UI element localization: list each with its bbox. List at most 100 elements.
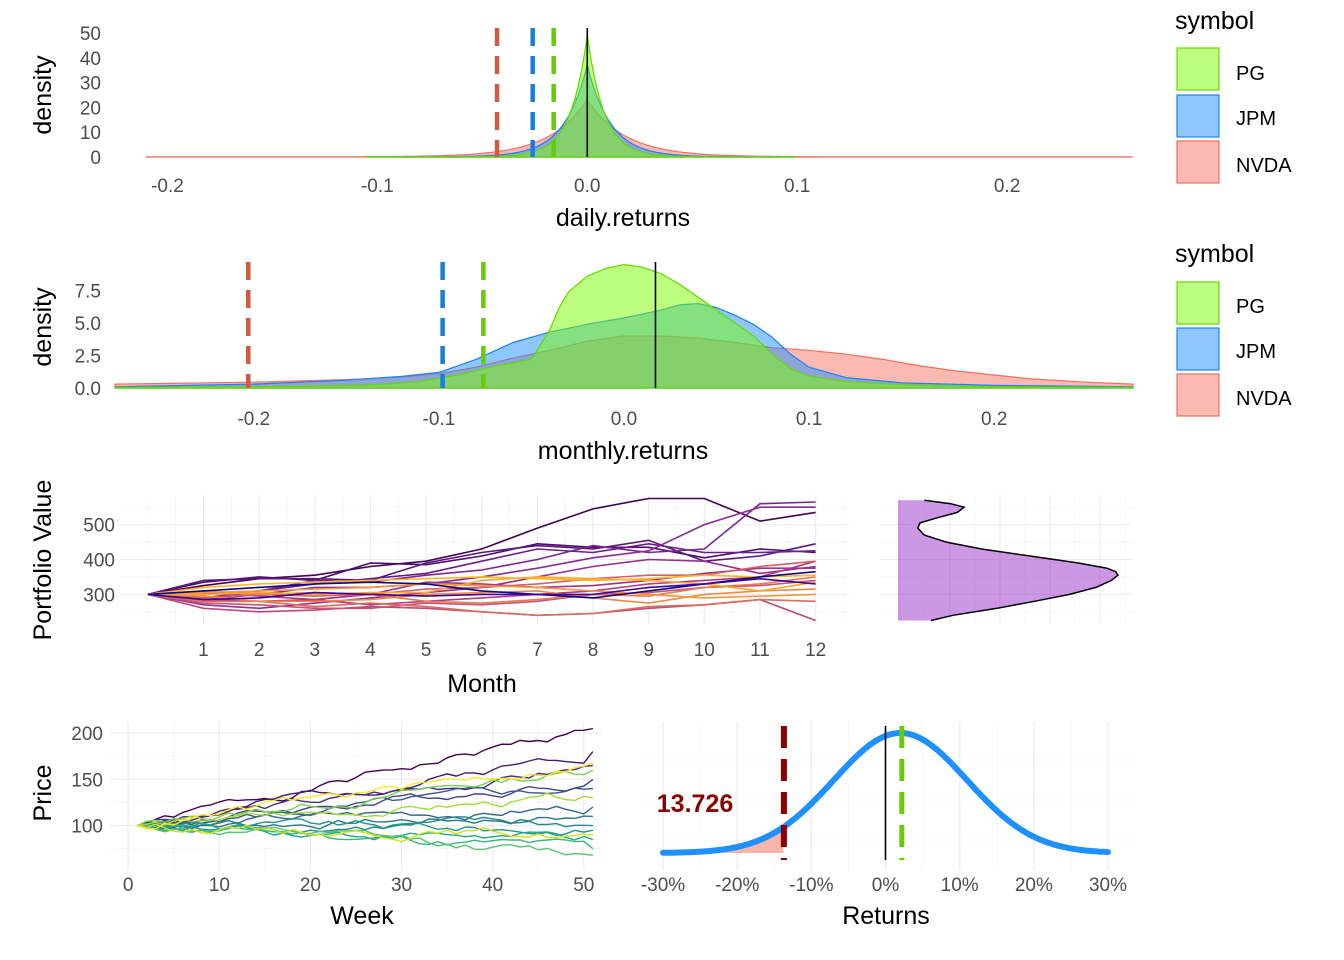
- x-tick-label: 5: [421, 640, 432, 661]
- portfolio-ylabel: Portfolio Value: [29, 480, 57, 641]
- x-tick-label: 0.0: [574, 176, 600, 197]
- x-tick-label: -30%: [641, 875, 685, 896]
- x-tick-label: 2: [254, 640, 265, 661]
- legend-label-nvda: NVDA: [1236, 388, 1292, 410]
- price-path: [137, 816, 593, 834]
- price-panel: 0 10 20 30 40 50 100 150 200 Week Price: [29, 722, 602, 930]
- legend-label-nvda: NVDA: [1236, 155, 1292, 177]
- portfolio-density-area: [898, 500, 1118, 621]
- daily-density-panel: -0.2 -0.1 0.0 0.1 0.2 0 10 20 30 40 50 daily.retur…: [29, 7, 1292, 232]
- daily-xlabel: daily.returns: [556, 204, 690, 232]
- x-tick-label: 50: [573, 875, 594, 896]
- var-annotation: 13.726: [657, 790, 733, 818]
- x-tick-label: -0.2: [151, 176, 184, 197]
- price-plot-area: 0 10 20 30 40 50 100 150 200: [71, 722, 602, 896]
- y-tick-label: 40: [80, 49, 101, 70]
- price-path: [137, 792, 594, 827]
- x-tick-label: -0.1: [361, 176, 394, 197]
- y-tick-label: 20: [80, 98, 101, 119]
- x-tick-label: 10: [209, 875, 230, 896]
- portfolio-xlabel: Month: [447, 670, 516, 698]
- legend-key-nvda: [1176, 373, 1220, 417]
- x-tick-label: 40: [482, 875, 503, 896]
- legend-title: symbol: [1175, 240, 1254, 268]
- portfolio-path: [147, 542, 816, 596]
- y-tick-label: 30: [80, 74, 101, 95]
- daily-plot-area: -0.2 -0.1 0.0 0.1 0.2 0 10 20 30 40 50: [80, 24, 1133, 197]
- x-tick-label: 0: [123, 875, 134, 896]
- x-tick-label: 4: [365, 640, 376, 661]
- x-tick-label: -0.2: [237, 409, 270, 430]
- portfolio-density-line: [916, 499, 1119, 622]
- monthly-plot-area: -0.2 -0.1 0.0 0.1 0.2 0.0 2.5 5.0 7.5: [75, 262, 1134, 430]
- y-tick-label: 7.5: [75, 282, 101, 303]
- daily-ylabel: density: [29, 55, 57, 135]
- price-path: [137, 762, 594, 830]
- y-tick-label: 5.0: [75, 314, 101, 335]
- var-tail-area: [663, 827, 784, 853]
- legend-key-nvda: [1176, 140, 1220, 184]
- portfolio-path: [147, 574, 816, 596]
- x-tick-label: 20%: [1015, 875, 1053, 896]
- legend-label-jpm: JPM: [1236, 341, 1276, 363]
- density-area-pg: [114, 264, 1134, 389]
- y-tick-label: 0.0: [75, 379, 101, 400]
- x-tick-label: 3: [309, 640, 320, 661]
- y-tick-label: 100: [71, 817, 103, 838]
- portfolio-path: [147, 576, 816, 604]
- price-path: [137, 822, 594, 841]
- x-tick-label: 10%: [941, 875, 979, 896]
- y-tick-label: 0: [90, 148, 101, 169]
- density-area-nvda: [145, 98, 1133, 158]
- x-tick-label: 8: [588, 640, 599, 661]
- legend-key-pg: [1176, 281, 1220, 325]
- x-tick-label: 11: [750, 640, 770, 661]
- daily-legend: symbol PG JPM NVDA: [1175, 7, 1292, 184]
- x-tick-label: 6: [476, 640, 487, 661]
- legend-title: symbol: [1175, 7, 1254, 35]
- price-path: [137, 823, 593, 843]
- x-tick-label: 0.0: [611, 409, 637, 430]
- x-tick-label: 9: [643, 640, 654, 661]
- x-tick-label: 1: [198, 640, 209, 661]
- density-area-pg: [366, 35, 796, 158]
- portfolio-path: [147, 577, 816, 601]
- legend-key-jpm: [1176, 94, 1220, 138]
- y-tick-label: 300: [83, 585, 115, 606]
- y-tick-label: 2.5: [75, 347, 101, 368]
- x-tick-label: -20%: [715, 875, 759, 896]
- price-path: [137, 818, 594, 837]
- portfolio-density-panel: [880, 495, 1133, 624]
- y-tick-label: 150: [71, 770, 103, 791]
- returns-xlabel: Returns: [842, 902, 930, 930]
- portfolio-path: [147, 583, 816, 599]
- x-tick-label: -0.1: [423, 409, 456, 430]
- y-tick-label: 200: [71, 724, 103, 745]
- monthly-xlabel: monthly.returns: [538, 437, 708, 465]
- portfolio-path: [147, 560, 816, 606]
- legend-label-pg: PG: [1236, 63, 1265, 85]
- x-tick-label: 7: [532, 640, 543, 661]
- legend-label-pg: PG: [1236, 296, 1265, 318]
- price-path: [137, 764, 593, 827]
- price-path: [137, 727, 594, 827]
- portfolio-path: [147, 588, 816, 604]
- monthly-legend: symbol PG JPM NVDA: [1175, 240, 1292, 417]
- y-tick-label: 50: [80, 24, 101, 45]
- monthly-density-panel: -0.2 -0.1 0.0 0.1 0.2 0.0 2.5 5.0 7.5 monthly.re…: [29, 240, 1292, 465]
- y-tick-label: 10: [80, 123, 101, 144]
- x-tick-label: -10%: [789, 875, 833, 896]
- x-tick-label: 30%: [1089, 875, 1127, 896]
- legend-key-pg: [1176, 47, 1220, 91]
- x-tick-label: 0.2: [981, 409, 1007, 430]
- price-path: [137, 824, 594, 850]
- returns-plot-area: -30% -20% -10% 0% 10% 20% 30%: [640, 722, 1133, 896]
- y-tick-label: 500: [83, 516, 115, 537]
- portfolio-density-plot-area: [880, 495, 1133, 624]
- x-tick-label: 0.1: [796, 409, 822, 430]
- x-tick-label: 20: [300, 875, 321, 896]
- price-ylabel: Price: [29, 765, 57, 822]
